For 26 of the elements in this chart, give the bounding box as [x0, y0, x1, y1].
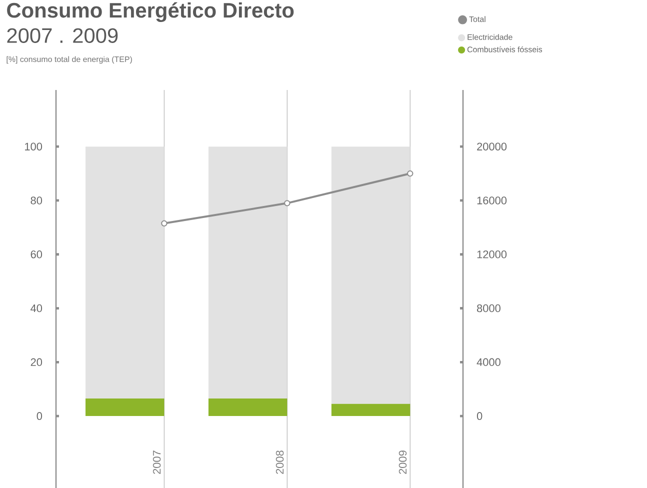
chart-subtitle: 2007 . 2009: [7, 28, 118, 44]
y2-tick-label: 8000: [477, 304, 500, 312]
x-tick-label: 2009: [398, 450, 407, 474]
y-tick-label: 60: [30, 250, 42, 258]
bar: [208, 398, 288, 416]
y2-tick-label: 20000: [477, 142, 507, 150]
y-tick-label: 80: [30, 196, 42, 204]
bar: [86, 146, 164, 399]
bar: [331, 404, 410, 416]
x-tick-label: 2008: [276, 450, 284, 474]
y2-tick-label: 4000: [476, 358, 500, 366]
bar: [331, 146, 410, 404]
y2-tick-label: 12000: [477, 250, 507, 258]
y-tick-label: 20: [30, 358, 42, 366]
y-tick-label: 0: [36, 412, 42, 420]
y2-tick-label: 16000: [477, 196, 507, 204]
chart-title: Consumo Energético Directo: [7, 2, 294, 22]
bar: [208, 146, 288, 399]
y-tick-label: 40: [30, 304, 42, 312]
point: [284, 200, 290, 206]
y2-tick-label: 0: [476, 412, 482, 420]
point: [161, 220, 168, 226]
point: [407, 170, 414, 177]
y-tick-label: 100: [25, 142, 42, 150]
x-tick-label: 2007: [152, 450, 161, 474]
bar: [86, 398, 164, 416]
